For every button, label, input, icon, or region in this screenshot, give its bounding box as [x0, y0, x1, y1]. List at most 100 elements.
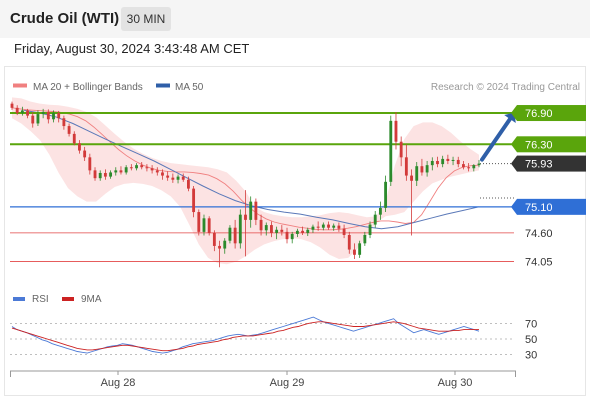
candle-body: [10, 103, 14, 108]
bollinger-legend-label: MA 20 + Bollinger Bands: [33, 82, 143, 93]
candle-body: [441, 158, 445, 165]
candle-body: [332, 225, 336, 228]
candle-body: [342, 228, 346, 235]
level-badge-pointer: [511, 136, 517, 153]
candle-body: [166, 175, 170, 178]
candle-body: [212, 232, 216, 246]
candle-body: [244, 214, 247, 220]
candle-body: [295, 230, 299, 234]
candle-body: [446, 158, 450, 161]
candle-body: [353, 249, 356, 255]
candle-body: [150, 168, 154, 171]
candle-body: [410, 175, 413, 181]
candle-body: [306, 229, 310, 233]
candle-body: [67, 126, 71, 134]
candle-body: [368, 224, 372, 235]
candle-body: [155, 170, 159, 173]
candle-body: [451, 159, 455, 161]
candle-body: [275, 229, 279, 233]
candle-body: [378, 207, 382, 215]
instrument-title: Crude Oil (WTI): [10, 10, 120, 27]
bollinger-legend-swatch: [13, 83, 27, 88]
candle-body: [337, 225, 341, 229]
ma50-legend-label: MA 50: [175, 82, 204, 93]
candle-body: [52, 113, 55, 120]
candle-body: [109, 172, 113, 177]
candle-body: [347, 234, 351, 250]
candle-body: [41, 111, 45, 115]
candle-body: [233, 227, 237, 244]
candle-body: [20, 110, 24, 114]
candle-body: [285, 231, 289, 240]
candle-body: [124, 167, 128, 173]
candle-body: [321, 224, 325, 228]
candle-body: [389, 120, 393, 182]
candle-body: [145, 167, 149, 169]
candle-body: [316, 226, 320, 228]
timestamp: Friday, August 30, 2024 3:43:48 AM CET: [14, 41, 250, 56]
candle-body: [436, 160, 439, 165]
level-label-75-93: 75.93: [525, 159, 553, 171]
candlesticks: [10, 101, 481, 268]
candle-body: [83, 150, 87, 158]
candle-body: [36, 114, 40, 124]
candle-body: [373, 214, 377, 225]
candle-body: [46, 111, 50, 120]
level-badge-76-30: [517, 136, 586, 153]
candle-body: [93, 170, 97, 179]
rsi-ma-line: [11, 321, 479, 352]
candle-body: [259, 219, 263, 231]
bollinger-band: [12, 97, 479, 265]
candle-body: [467, 167, 471, 169]
candle-body: [384, 181, 388, 208]
rsi-tick-label: 50: [525, 334, 537, 346]
candle-body: [228, 227, 232, 241]
x-axis-labels: Aug 28 Aug 29 Aug 30: [101, 371, 472, 389]
candle-body: [192, 188, 196, 213]
candle-body: [301, 230, 304, 233]
level-badge-75-93: [517, 155, 586, 172]
candle-body: [254, 201, 258, 220]
ma50-legend-swatch: [156, 83, 170, 88]
candle-body: [181, 176, 185, 180]
candle-body: [161, 172, 164, 176]
price-levels: [10, 112, 514, 262]
copyright-label: Research © 2024 Trading Central: [431, 82, 580, 93]
rsi-ma-legend-swatch: [62, 297, 74, 301]
candle-body: [119, 170, 123, 173]
candle-body: [430, 160, 434, 166]
candle-body: [98, 172, 102, 179]
candle-body: [399, 141, 403, 158]
level-badge-pointer: [511, 198, 517, 215]
candle-body: [207, 218, 211, 233]
chart-header: [0, 0, 590, 38]
candle-body: [327, 224, 330, 228]
candle-body: [62, 118, 66, 127]
candle-body: [197, 212, 201, 232]
candle-body: [15, 107, 19, 114]
candle-body: [218, 245, 221, 249]
candle-body: [238, 214, 242, 244]
rsi-panel: 70 50 30: [10, 316, 537, 362]
candle-body: [420, 166, 424, 173]
rsi-line: [11, 316, 480, 354]
level-label-75-10: 75.10: [525, 202, 553, 214]
level-label-74-60: 74.60: [525, 228, 553, 240]
candle-body: [363, 234, 367, 244]
rsi-tick-label: 70: [525, 318, 537, 330]
candle-body: [394, 120, 398, 142]
level-badge-pointer: [511, 105, 517, 122]
candle-body: [135, 165, 138, 169]
timeframe-button[interactable]: 30 MIN: [121, 7, 171, 31]
level-badge-75-10: [517, 198, 586, 215]
candle-body: [264, 225, 268, 231]
candle-body: [270, 225, 273, 233]
forecast-arrow-shaft: [480, 117, 512, 162]
x-axis-label: Aug 28: [101, 377, 136, 389]
rsi-legend-swatch: [13, 297, 25, 301]
rsi-legend-label: RSI: [32, 294, 49, 305]
candle-body: [472, 165, 476, 169]
candle-body: [26, 110, 29, 116]
candle-body: [57, 113, 61, 119]
